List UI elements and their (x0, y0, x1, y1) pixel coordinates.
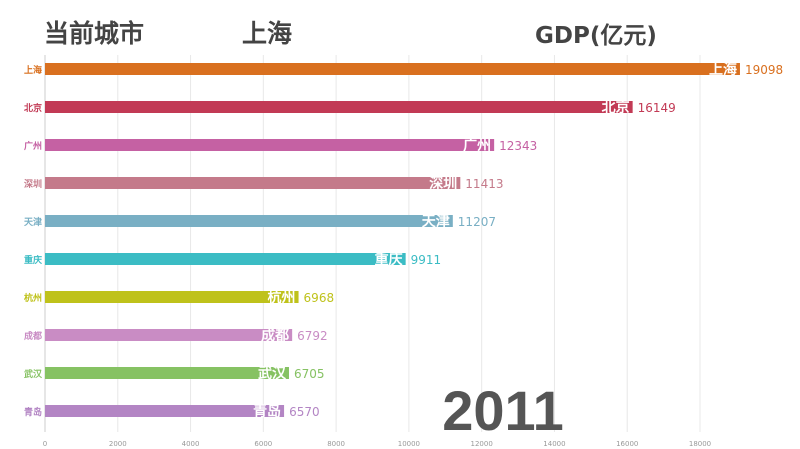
bar (45, 291, 299, 303)
x-tick-label: 8000 (327, 440, 345, 448)
x-tick-label: 10000 (398, 440, 420, 448)
category-label: 上海 (24, 64, 42, 76)
unit-label: GDP(亿元) (535, 23, 657, 49)
bar (45, 215, 453, 227)
bar (45, 367, 289, 379)
x-tick-label: 16000 (616, 440, 638, 448)
bar (45, 139, 495, 151)
value-label: 12343 (499, 139, 537, 153)
value-label: 6705 (294, 367, 325, 381)
x-tick-label: 18000 (689, 440, 711, 448)
category-label: 成都 (24, 330, 42, 342)
category-label: 广州 (24, 140, 42, 152)
category-label: 重庆 (24, 254, 42, 266)
bar (45, 177, 461, 189)
bar-inner-label: 深圳 (429, 175, 457, 192)
bar (45, 405, 285, 417)
x-tick-label: 6000 (254, 440, 272, 448)
bar-inner-label: 广州 (463, 137, 491, 154)
current-city: 上海 (242, 19, 293, 48)
x-tick-label: 2000 (109, 440, 127, 448)
year-label: 2011 (442, 379, 564, 442)
value-label: 19098 (745, 63, 783, 77)
bar (45, 63, 740, 75)
bar-inner-label: 杭州 (268, 289, 296, 306)
category-label: 青岛 (24, 406, 42, 418)
value-label: 11413 (465, 177, 503, 191)
value-label: 6570 (289, 405, 320, 419)
x-tick-label: 12000 (471, 440, 493, 448)
value-label: 9911 (411, 253, 442, 267)
category-label: 深圳 (24, 178, 42, 190)
bar-inner-label: 青岛 (253, 403, 281, 420)
bar-inner-label: 上海 (709, 61, 737, 78)
bar-inner-label: 武汉 (258, 365, 287, 382)
bar-inner-label: 重庆 (375, 251, 403, 268)
category-label: 杭州 (24, 292, 42, 304)
x-tick-label: 0 (43, 440, 47, 448)
value-label: 11207 (458, 215, 496, 229)
value-label: 6792 (297, 329, 328, 343)
bar-inner-label: 天津 (422, 213, 450, 230)
current-city-label: 当前城市 (44, 19, 145, 48)
bar-inner-label: 北京 (602, 99, 630, 116)
value-label: 16149 (638, 101, 676, 115)
bar (45, 329, 293, 341)
value-label: 6968 (304, 291, 335, 305)
x-tick-label: 14000 (543, 440, 565, 448)
bar-inner-label: 成都 (261, 327, 289, 344)
category-label: 武汉 (24, 368, 43, 380)
x-tick-label: 4000 (182, 440, 200, 448)
bar (45, 253, 406, 265)
bar (45, 101, 633, 113)
category-label: 天津 (24, 216, 42, 228)
category-label: 北京 (24, 102, 42, 114)
